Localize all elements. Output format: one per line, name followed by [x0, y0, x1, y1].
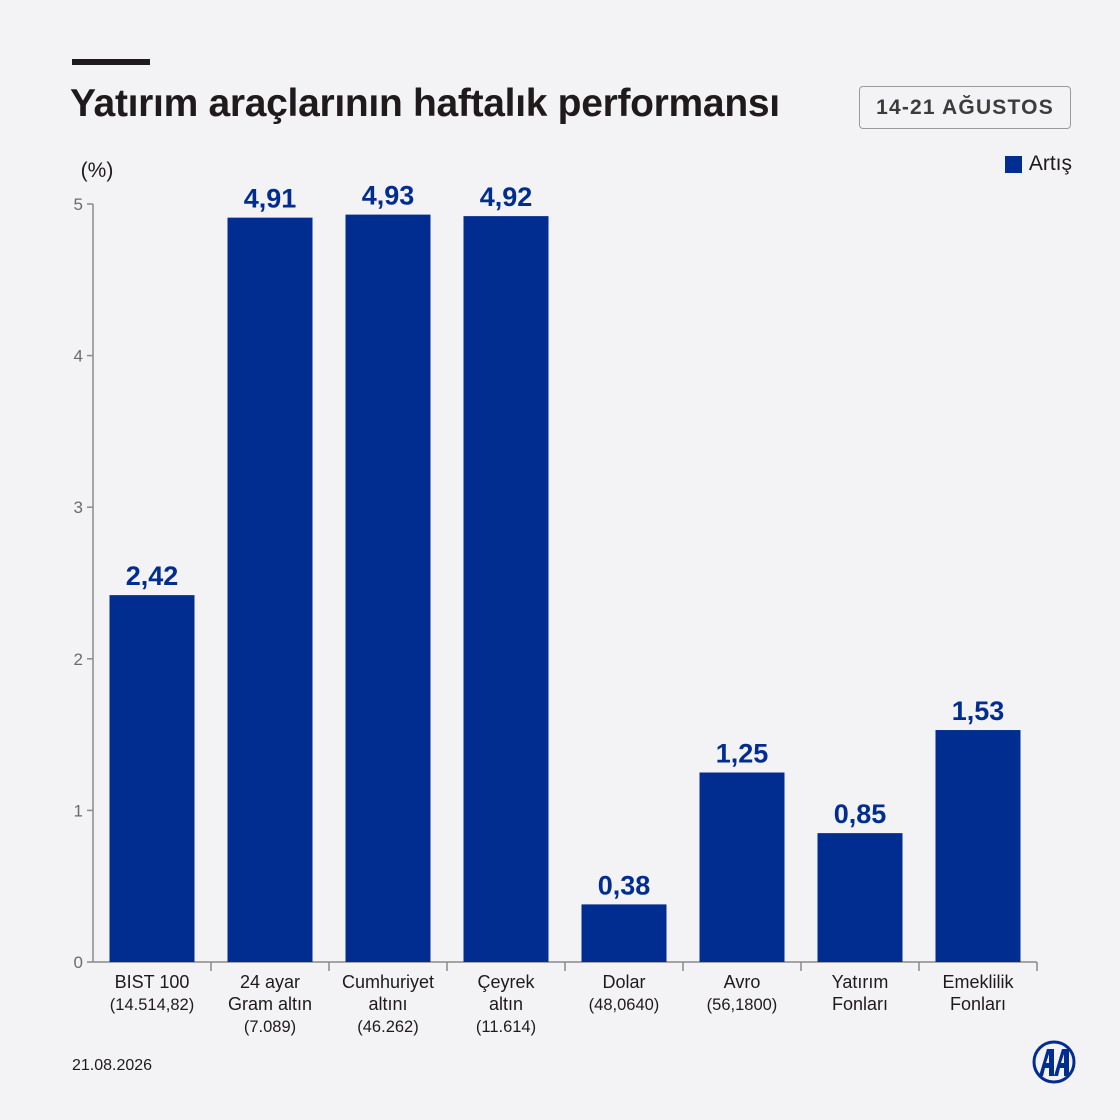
y-tick-label: 0 — [74, 953, 83, 972]
x-tick-label: Dolar — [602, 972, 645, 992]
bar — [817, 833, 903, 962]
x-tick-sublabel: (7.089) — [244, 1018, 296, 1036]
x-tick-label: Cumhuriyet — [342, 972, 434, 992]
x-tick-sublabel: (46.262) — [357, 1018, 418, 1036]
x-tick-label: Fonları — [950, 994, 1006, 1014]
bar — [109, 595, 195, 962]
date-range-badge: 14-21 AĞUSTOS — [859, 86, 1071, 129]
aa-logo-icon — [1032, 1040, 1076, 1084]
y-tick-label: 1 — [74, 801, 83, 820]
x-tick-label: Gram altın — [228, 994, 312, 1014]
x-tick-sublabel: (48,0640) — [589, 996, 660, 1014]
x-tick-label: altın — [489, 994, 523, 1014]
title-rule — [72, 59, 150, 65]
legend-label-artis: Artış — [1028, 152, 1072, 175]
x-tick-label: Avro — [724, 972, 761, 992]
data-label: 4,91 — [244, 184, 297, 214]
x-tick-sublabel: (14.514,82) — [110, 996, 194, 1014]
data-label: 4,92 — [480, 182, 533, 212]
x-tick-label: Fonları — [832, 994, 888, 1014]
data-label: 0,38 — [598, 870, 651, 900]
x-tick-label: Çeyrek — [477, 972, 535, 992]
chart-title: Yatırım araçlarının haftalık performansı — [70, 82, 780, 125]
bar — [935, 730, 1021, 962]
data-label: 0,85 — [834, 799, 887, 829]
y-tick-label: 5 — [74, 195, 83, 214]
bar — [581, 904, 667, 962]
data-label: 4,93 — [362, 181, 415, 211]
legend-swatch — [1004, 155, 1022, 173]
bar — [227, 217, 313, 963]
x-tick-label: altını — [368, 994, 407, 1014]
x-tick-sublabel: (56,1800) — [707, 996, 778, 1014]
data-label: 2,42 — [126, 561, 179, 591]
x-tick-label: Yatırım — [832, 972, 889, 992]
x-tick-label: Emeklilik — [942, 972, 1014, 992]
legend: Artış — [1004, 152, 1072, 176]
bar — [463, 216, 549, 963]
bar — [345, 214, 431, 962]
data-label: 1,53 — [952, 696, 1005, 726]
x-tick-sublabel: (11.614) — [476, 1018, 536, 1036]
y-tick-label: 4 — [74, 347, 83, 366]
y-tick-label: 3 — [74, 498, 83, 517]
bar — [699, 772, 785, 962]
footer-date: 21.08.2026 — [72, 1057, 153, 1074]
x-tick-label: 24 ayar — [240, 972, 300, 992]
data-label: 1,25 — [716, 739, 769, 769]
y-axis-label: (%) — [81, 159, 114, 182]
x-tick-label: BIST 100 — [115, 972, 190, 992]
y-tick-label: 2 — [74, 650, 83, 669]
